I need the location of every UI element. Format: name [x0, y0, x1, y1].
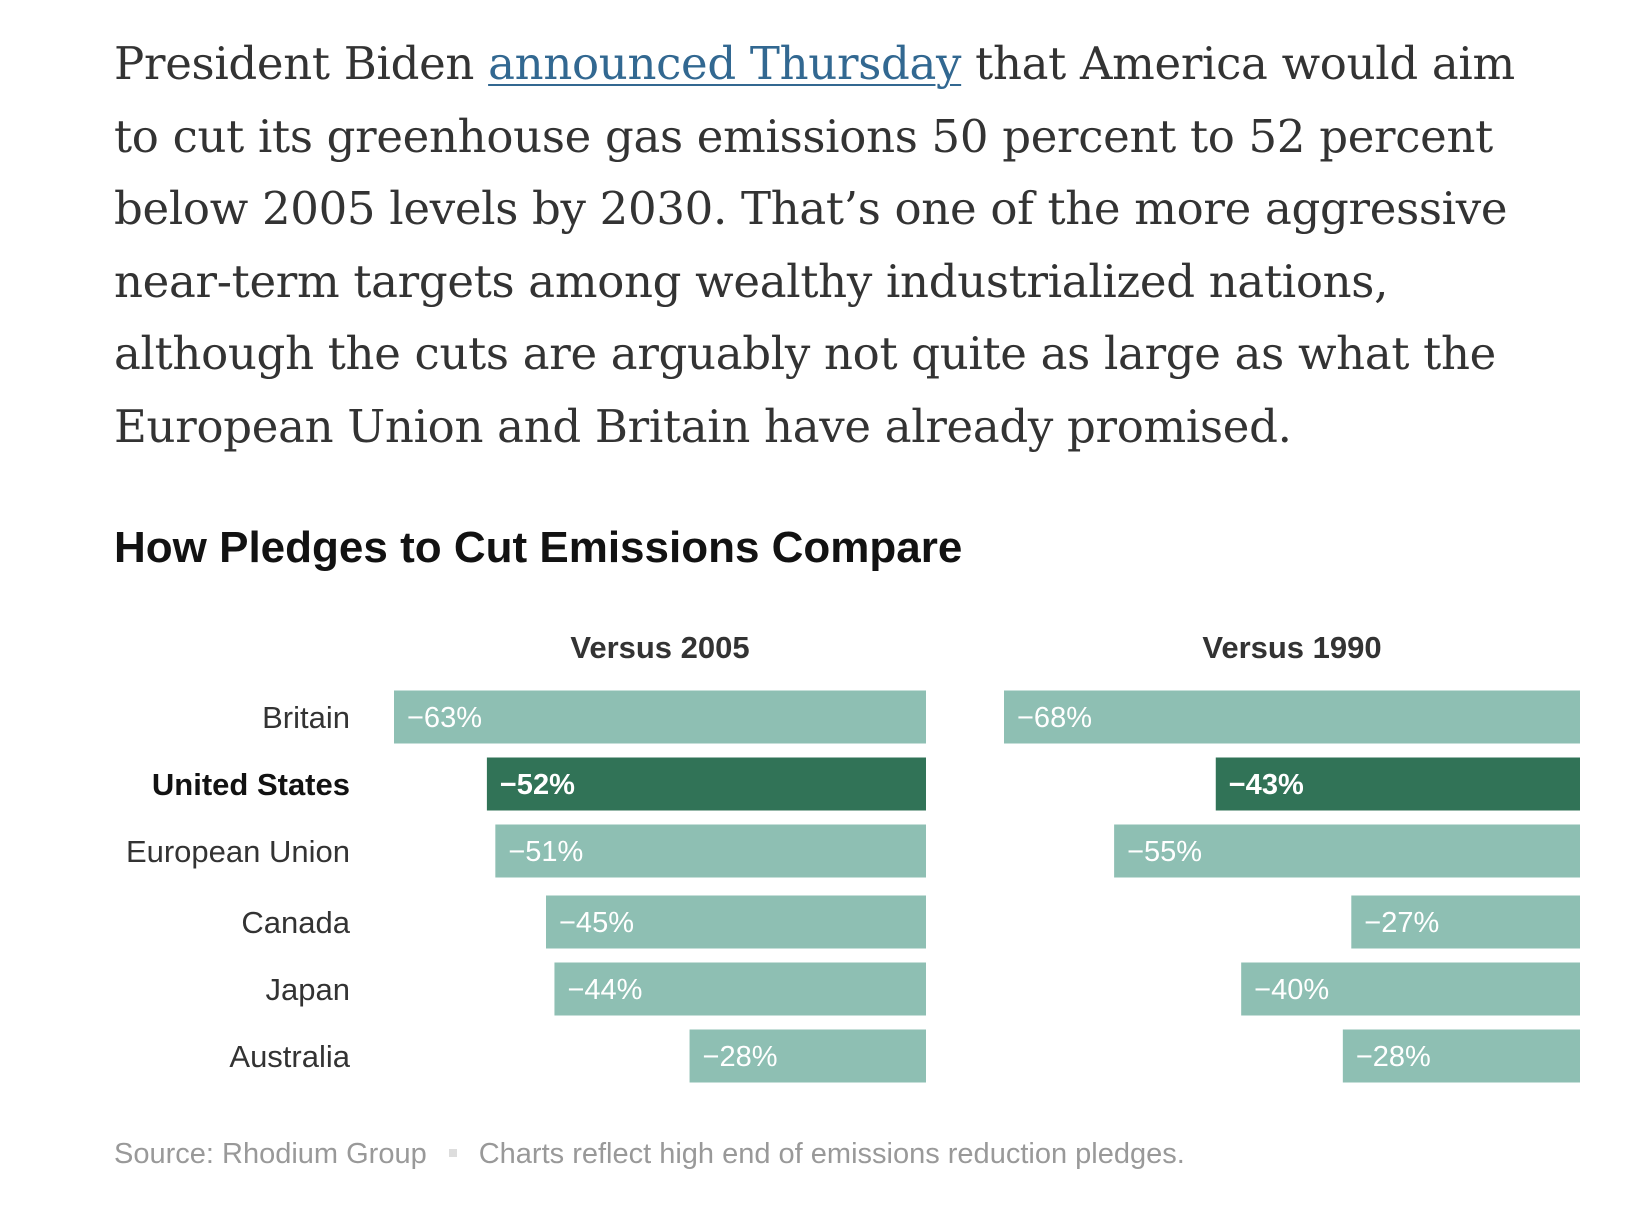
announced-thursday-link[interactable]: announced Thursday — [488, 37, 962, 90]
bar-value-label-versus-1990-united-states: −43% — [1229, 769, 1304, 801]
panel-title-versus-1990: Versus 1990 — [1202, 630, 1381, 665]
bar-value-label-versus-2005-united-states: −52% — [500, 769, 575, 801]
chart-note: Charts reflect high end of emissions red… — [478, 1138, 1185, 1170]
bar-versus-1990-britain — [1004, 690, 1580, 744]
article-text-before-link: President Biden — [114, 37, 489, 90]
row-label-european-union: European Union — [126, 834, 350, 869]
bar-versus-2005-japan — [554, 962, 926, 1016]
bar-value-label-versus-1990-canada: −27% — [1364, 907, 1439, 939]
bar-value-label-versus-2005-australia: −28% — [703, 1041, 778, 1073]
bar-versus-2005-canada — [546, 895, 926, 949]
bar-versus-1990-japan — [1241, 962, 1580, 1016]
article-paragraph: President Biden announced Thursday that … — [114, 28, 1544, 464]
row-label-japan: Japan — [266, 972, 350, 1007]
bar-value-label-versus-1990-australia: −28% — [1356, 1041, 1431, 1073]
row-label-australia: Australia — [229, 1039, 350, 1074]
bar-value-label-versus-1990-european-union: −55% — [1127, 836, 1202, 868]
bar-value-label-versus-2005-canada: −45% — [559, 907, 634, 939]
bar-versus-2005-britain — [394, 690, 926, 744]
article-text-after-link: that America would aim to cut its greenh… — [114, 37, 1515, 453]
bar-versus-1990-canada — [1351, 895, 1580, 949]
bar-versus-1990-australia — [1342, 1029, 1580, 1083]
bar-versus-2005-united-states — [486, 757, 926, 811]
bar-value-label-versus-2005-japan: −44% — [567, 974, 642, 1006]
bar-value-label-versus-1990-japan: −40% — [1254, 974, 1329, 1006]
row-label-united-states: United States — [152, 767, 350, 802]
bar-value-label-versus-1990-britain: −68% — [1017, 702, 1092, 734]
bar-versus-2005-european-union — [495, 824, 926, 878]
row-label-canada: Canada — [241, 905, 350, 940]
bar-versus-1990-european-union — [1114, 824, 1580, 878]
chart-footnote: Source: Rhodium Group Charts reflect high… — [114, 1138, 1185, 1171]
bar-versus-1990-united-states — [1215, 757, 1580, 811]
bar-value-label-versus-2005-britain: −63% — [407, 702, 482, 734]
row-label-britain: Britain — [262, 700, 350, 735]
panel-title-versus-2005: Versus 2005 — [570, 630, 749, 665]
bar-value-label-versus-2005-european-union: −51% — [508, 836, 583, 868]
source-note: Source: Rhodium Group — [114, 1138, 427, 1170]
chart-title: How Pledges to Cut Emissions Compare — [114, 523, 963, 572]
bar-versus-2005-australia — [689, 1029, 926, 1083]
separator-square-icon — [448, 1149, 457, 1158]
